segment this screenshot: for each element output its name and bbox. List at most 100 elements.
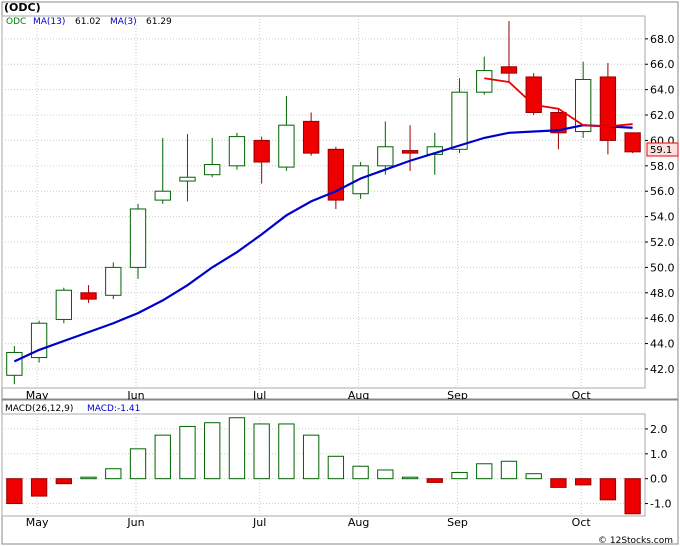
ma3-line [484, 77, 633, 128]
price-y-tick-label: 64.0 [650, 84, 675, 97]
macd-bar-negative [550, 478, 567, 488]
price-y-tick-label: 52.0 [650, 236, 675, 249]
candle-body-up [55, 289, 72, 320]
macd-y-tick-label: 1.0 [650, 448, 668, 461]
macd-bar-positive [129, 448, 147, 480]
macd-params-label: MACD(26,12,9) [5, 404, 73, 414]
candle-body-up [179, 176, 196, 182]
candlestick-series [6, 21, 641, 385]
macd-bar-positive [302, 434, 320, 480]
candle-body-up [451, 91, 468, 150]
macd-bar-negative [575, 478, 592, 486]
symbol-title: (ODC) [4, 1, 41, 14]
macd-bar-positive [352, 465, 369, 480]
copyright-text: © 12Stocks.com [598, 536, 673, 546]
candle-body-down [550, 111, 567, 134]
macd-bar-positive [204, 422, 221, 480]
candle-body-down [327, 148, 345, 201]
candle-body-down [599, 76, 617, 141]
price-x-tick-label: Oct [572, 389, 592, 402]
macd-bar-negative [426, 478, 443, 483]
price-y-tick-label: 66.0 [650, 58, 675, 71]
macd-bar-positive [476, 463, 493, 480]
macd-bar-positive [80, 476, 97, 480]
price-y-tick-label: 62.0 [650, 109, 675, 122]
candle-body-up [6, 351, 23, 376]
ma13-label: MA(13) [33, 17, 65, 27]
macd-value-label: MACD:-1.41 [87, 404, 140, 414]
macd-bar-positive [278, 423, 295, 480]
candle-body-down [80, 292, 97, 300]
candle-body-up [105, 266, 122, 296]
ma3-label: MA(3) [110, 17, 137, 27]
macd-y-tick-label: -1.0 [650, 498, 671, 511]
macd-x-tick-label: Aug [348, 516, 369, 529]
price-y-tick-label: 56.0 [650, 185, 675, 198]
macd-histogram [6, 417, 641, 515]
ma13-value: 61.02 [75, 17, 101, 27]
candle-body-down [253, 139, 270, 163]
macd-bar-positive [500, 460, 518, 480]
price-x-tick-label: Aug [348, 389, 369, 402]
macd-bar-negative [624, 478, 641, 515]
price-x-tick-label: Jul [252, 389, 266, 402]
macd-x-tick-label: Jul [252, 516, 266, 529]
macd-bar-positive [377, 469, 394, 480]
macd-bar-negative [30, 478, 48, 497]
candle-body-up [377, 146, 394, 167]
macd-y-tick-label: 0.0 [650, 473, 668, 486]
price-x-tick-label: Sep [447, 389, 468, 402]
price-x-tick-label: Jun [126, 389, 144, 402]
candle-body-up [228, 136, 246, 167]
macd-bar-positive [179, 425, 196, 480]
ma13-line [13, 124, 633, 363]
last-price-badge-text: 59.1 [650, 145, 672, 156]
price-x-axis: May Jun Jul Aug Sep Oct [26, 389, 592, 402]
macd-bar-positive [253, 423, 270, 480]
price-y-tick-label: 58.0 [650, 160, 675, 173]
macd-y-tick-label: 2.0 [650, 423, 668, 436]
candle-body-down [401, 150, 419, 154]
price-y-tick-label: 44.0 [650, 338, 675, 351]
price-gridlines [2, 16, 645, 388]
candle-body-down [624, 132, 641, 153]
macd-bar-positive [327, 455, 345, 480]
candle-body-up [278, 124, 295, 168]
candle-body-up [575, 78, 592, 133]
macd-bar-negative [55, 478, 72, 485]
macd-x-tick-label: May [26, 516, 49, 529]
macd-bar-negative [599, 478, 617, 501]
macd-bar-positive [105, 468, 122, 480]
macd-bar-negative [6, 478, 23, 505]
candle-body-down [525, 76, 542, 113]
price-y-tick-label: 46.0 [650, 312, 675, 325]
macd-x-tick-label: Oct [572, 516, 592, 529]
price-x-tick-label: May [26, 389, 49, 402]
macd-plot-area [1, 413, 646, 517]
macd-bar-positive [401, 476, 419, 480]
price-y-tick-label: 48.0 [650, 287, 675, 300]
candle-body-up [352, 165, 369, 195]
macd-y-axis: -1.0 0.0 1.0 2.0 [645, 423, 671, 511]
macd-x-tick-label: Sep [447, 516, 468, 529]
price-plot-area [1, 15, 646, 389]
macd-bar-positive [228, 417, 246, 480]
ticker-label: ODC [6, 17, 26, 27]
last-price-badge [646, 142, 679, 157]
macd-bar-positive [154, 434, 171, 480]
macd-x-axis: May Jun Jul Aug Sep Oct [26, 516, 592, 529]
macd-bar-positive [451, 471, 468, 480]
candle-body-up [204, 164, 221, 176]
candle-body-down [500, 66, 518, 74]
candle-body-up [154, 190, 171, 201]
price-y-tick-label: 50.0 [650, 261, 675, 274]
candle-body-up [476, 70, 493, 93]
price-y-tick-label: 54.0 [650, 211, 675, 224]
macd-x-tick-label: Jun [126, 516, 144, 529]
price-y-tick-label: 68.0 [650, 33, 675, 46]
candle-body-up [129, 208, 147, 268]
price-y-tick-label: 42.0 [650, 363, 675, 376]
candle-body-down [302, 120, 320, 154]
ma3-value: 61.29 [146, 17, 172, 27]
